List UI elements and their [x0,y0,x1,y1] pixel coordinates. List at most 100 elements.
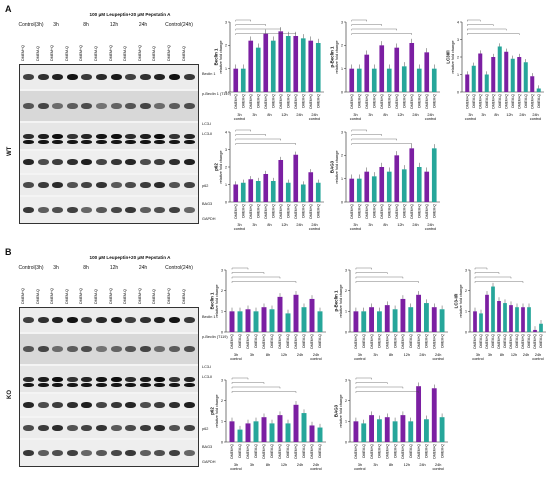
blot-label: GAPDH [202,217,216,221]
treatment-label: 100 μM Leupeptin+20 μM Pepstatin A [89,12,171,17]
bar-label: DMEM-Q [485,94,489,108]
y-tick-label: 3 [221,268,223,272]
group-label: 3h control [472,353,484,361]
significance-bracket [235,134,266,136]
significance-bracket [235,129,251,132]
protein-band [183,317,195,323]
bar-label: DMEM-Q [425,444,429,458]
bar-label: DMEM+Q [530,94,534,109]
bar-label: DMEM-Q [537,94,541,108]
bar [240,182,246,202]
group-label: 3h control [230,463,242,471]
lane-label: DMEM-Q [64,289,69,304]
protein-band [110,159,122,165]
protein-band [66,103,78,109]
protein-band [139,383,151,387]
protein-band [96,402,107,408]
protein-band [52,159,64,165]
bar-label: DMEM+Q [417,334,421,349]
lane-label: DMEM-Q [152,289,157,304]
protein-band [37,425,49,431]
protein-band [66,346,78,352]
bar [349,68,355,92]
lane-label: DMEM-Q [181,46,186,61]
bar-label: DMEM+Q [310,444,314,459]
bar-label: DMEM+Q [410,204,414,219]
y-tick-label: 1 [225,183,227,187]
bar [409,148,415,202]
bar-label: DMEM+Q [294,334,298,349]
bar [315,43,321,92]
blot-label: p62 [202,184,209,188]
y-tick-label: 3 [457,38,459,42]
significance-bracket [351,33,412,35]
bar [229,311,235,332]
significance-bracket [355,267,372,270]
protein-band [125,402,137,408]
bar-label: DMEM-Q [432,204,436,218]
protein-band [125,383,137,387]
group-label: 3h control [234,113,246,121]
bar [384,417,390,442]
bar-label: DMEM+Q [485,334,489,349]
significance-bracket [474,272,500,274]
group-label: 24h [297,353,303,357]
bar [317,427,323,442]
significance-bracket [355,382,388,384]
group-label: 8h [266,353,270,357]
protein-band [96,207,107,213]
lane-label: DMEM+Q [108,45,113,61]
bar [229,421,235,442]
protein-band [66,425,78,431]
bar [392,309,398,332]
protein-band [52,450,64,456]
protein-band [139,182,151,188]
bar [431,388,437,442]
bar [491,57,496,92]
bar [285,36,291,92]
bar [471,65,476,92]
bar [527,307,531,332]
bar [361,423,367,442]
bar-label: DMEM+Q [380,94,384,109]
y-tick-label: 0 [345,330,347,334]
protein-band [23,376,34,382]
bar [523,62,528,92]
bar [278,160,284,202]
y-tick-label: 2 [457,55,459,59]
blot-label: LC3-I [202,365,212,369]
bar-label: DMEM+Q [278,334,282,349]
group-label: 12h [281,353,287,357]
bar-label: DMEM-Q [256,94,260,108]
group-label: 24h [412,113,418,117]
group-label: 3h [481,113,485,117]
y-tick-label: 3 [345,378,347,382]
bar [361,311,367,332]
bar-label: DMEM+Q [380,204,384,219]
bar [431,68,437,92]
bar-label: DMEM-Q [393,334,397,348]
group-label: 3h [252,223,256,227]
bar-label: DMEM-Q [316,204,320,218]
timepoint-label: Control(3h) [18,22,44,28]
bar [439,417,445,442]
bar-label: DMEM-Q [527,334,531,348]
y-tick-label: 3 [341,130,343,134]
protein-band [125,182,137,188]
bar [269,309,275,332]
protein-band [183,383,195,387]
protein-band [125,450,137,456]
significance-bracket [355,281,419,283]
bar [439,309,445,332]
timepoint-label: 24h [138,22,148,28]
protein-band [183,182,195,188]
group-label: 24h [297,463,303,467]
y-tick-label: 2 [341,154,343,158]
lane-label: DMEM+Q [167,288,171,304]
protein-band [110,133,122,139]
bar [510,58,515,92]
protein-band [96,103,107,109]
protein-band [139,376,151,382]
protein-band [183,140,195,144]
bar [277,296,283,332]
